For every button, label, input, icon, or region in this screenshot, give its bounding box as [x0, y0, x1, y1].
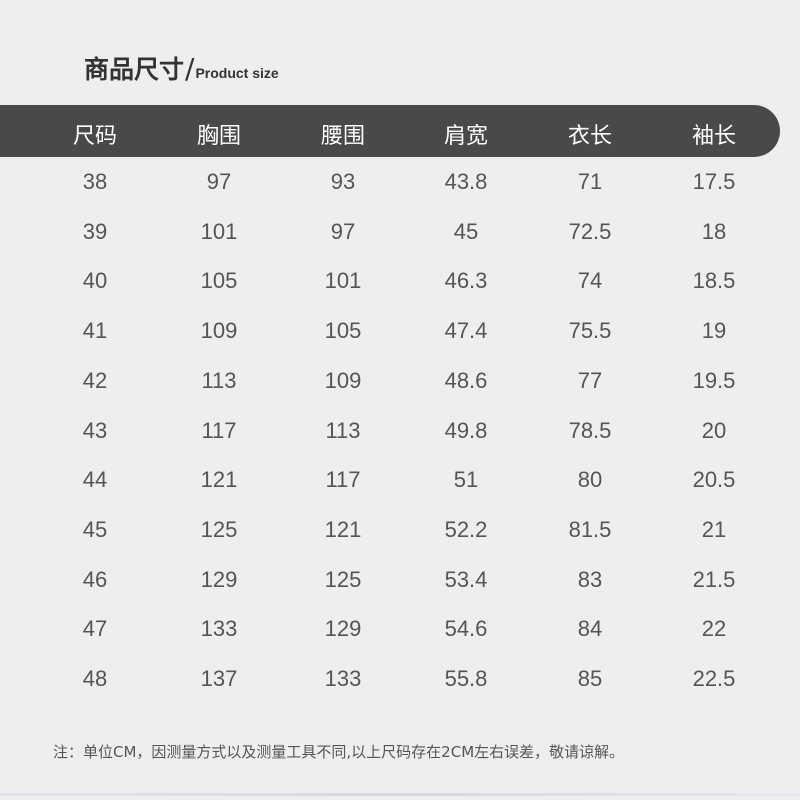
header-shoulder: 肩宽: [443, 124, 488, 149]
cell-sleeve: 18: [701, 218, 727, 244]
table-row: 38 97 93 43.8 71 17.5: [0, 169, 800, 209]
cell-waist: 101: [324, 268, 362, 294]
cell-shoulder: 49.8: [444, 417, 488, 443]
cell-length: 80: [577, 467, 603, 493]
cell-waist: 125: [324, 566, 362, 592]
cell-sleeve: 18.5: [692, 268, 736, 294]
cell-shoulder: 54.6: [444, 616, 488, 642]
cell-size: 38: [82, 169, 108, 194]
cell-chest: 97: [206, 169, 232, 194]
title-separator: /: [185, 52, 195, 85]
cell-waist: 133: [324, 666, 362, 691]
table-row: 40 105 101 46.3 74 18.5: [0, 268, 800, 308]
table-row: 46 129 125 53.4 83 21.5: [0, 567, 800, 607]
cell-sleeve: 21.5: [692, 566, 736, 592]
cell-size: 39: [82, 218, 108, 244]
cell-chest: 133: [200, 616, 238, 642]
cell-size: 46: [82, 566, 108, 592]
cell-length: 77: [577, 367, 603, 393]
table-row: 43 117 113 49.8 78.5 20: [0, 418, 800, 458]
cell-chest: 129: [200, 566, 238, 592]
cell-sleeve: 19: [701, 318, 727, 344]
cell-length: 74: [577, 268, 603, 294]
cell-waist: 109: [324, 367, 362, 393]
cell-length: 75.5: [568, 318, 612, 344]
cell-chest: 113: [201, 367, 237, 393]
cell-chest: 137: [200, 666, 238, 691]
cell-shoulder: 45: [453, 218, 479, 244]
table-row: 42 113 109 48.6 77 19.5: [0, 368, 800, 408]
title-en: Product size: [195, 65, 279, 81]
header-size: 尺码: [72, 124, 117, 149]
cell-size: 41: [82, 318, 108, 344]
cell-waist: 129: [324, 616, 362, 642]
divider: [0, 793, 800, 796]
cell-waist: 93: [330, 169, 356, 194]
cell-size: 47: [82, 616, 108, 642]
cell-shoulder: 47.4: [444, 318, 488, 344]
cell-length: 84: [577, 616, 603, 642]
header-length: 衣长: [567, 124, 612, 149]
footnote: 注：单位CM，因测量方式以及测量工具不同,以上尺码存在2CM左右误差，敬请谅解。: [53, 743, 625, 761]
title-cn: 商品尺寸: [84, 55, 185, 84]
cell-waist: 97: [330, 218, 356, 244]
cell-shoulder: 55.8: [444, 666, 488, 691]
cell-sleeve: 20.5: [692, 467, 736, 493]
cell-length: 71: [577, 169, 603, 194]
cell-shoulder: 52.2: [444, 516, 488, 542]
cell-length: 85: [577, 666, 603, 691]
cell-waist: 105: [324, 318, 362, 344]
header-sleeve: 袖长: [691, 124, 736, 149]
cell-size: 44: [82, 467, 108, 493]
cell-size: 43: [82, 417, 108, 443]
table-row: 39 101 97 45 72.5 18: [0, 219, 800, 259]
cell-shoulder: 46.3: [444, 268, 488, 294]
cell-sleeve: 17.5: [692, 169, 736, 194]
table-row: 41 109 105 47.4 75.5 19: [0, 318, 800, 358]
cell-size: 45: [82, 516, 108, 542]
cell-size: 40: [82, 268, 108, 294]
cell-chest: 121: [200, 467, 238, 493]
cell-chest: 101: [200, 218, 238, 244]
cell-sleeve: 21: [701, 516, 727, 542]
header-chest: 胸围: [196, 124, 241, 149]
cell-sleeve: 20: [701, 417, 727, 443]
cell-waist: 113: [325, 417, 361, 443]
cell-chest: 105: [200, 268, 238, 294]
cell-sleeve: 22: [701, 616, 727, 642]
cell-size: 42: [82, 367, 108, 393]
cell-length: 81.5: [568, 516, 612, 542]
cell-shoulder: 53.4: [444, 566, 488, 592]
table-row: 48 137 133 55.8 85 22.5: [0, 666, 800, 706]
cell-sleeve: 22.5: [692, 666, 736, 691]
cell-chest: 109: [200, 318, 238, 344]
cell-waist: 121: [324, 516, 362, 542]
cell-sleeve: 19.5: [692, 367, 736, 393]
table-row: 45 125 121 52.2 81.5 21: [0, 517, 800, 557]
header-waist: 腰围: [320, 124, 365, 149]
cell-shoulder: 43.8: [444, 169, 488, 194]
cell-waist: 117: [325, 467, 361, 493]
table-header: 尺码 胸围 腰围 肩宽 衣长 袖长: [0, 105, 780, 157]
page-title: 商品尺寸 / Product size: [84, 50, 279, 86]
cell-size: 48: [82, 666, 108, 691]
cell-length: 78.5: [568, 417, 612, 443]
cell-chest: 117: [201, 417, 237, 443]
cell-length: 83: [577, 566, 603, 592]
cell-chest: 125: [200, 516, 238, 542]
cell-shoulder: 51: [453, 467, 479, 493]
table-row: 47 133 129 54.6 84 22: [0, 616, 800, 656]
cell-shoulder: 48.6: [444, 367, 488, 393]
table-row: 44 121 117 51 80 20.5: [0, 467, 800, 507]
cell-length: 72.5: [568, 218, 612, 244]
